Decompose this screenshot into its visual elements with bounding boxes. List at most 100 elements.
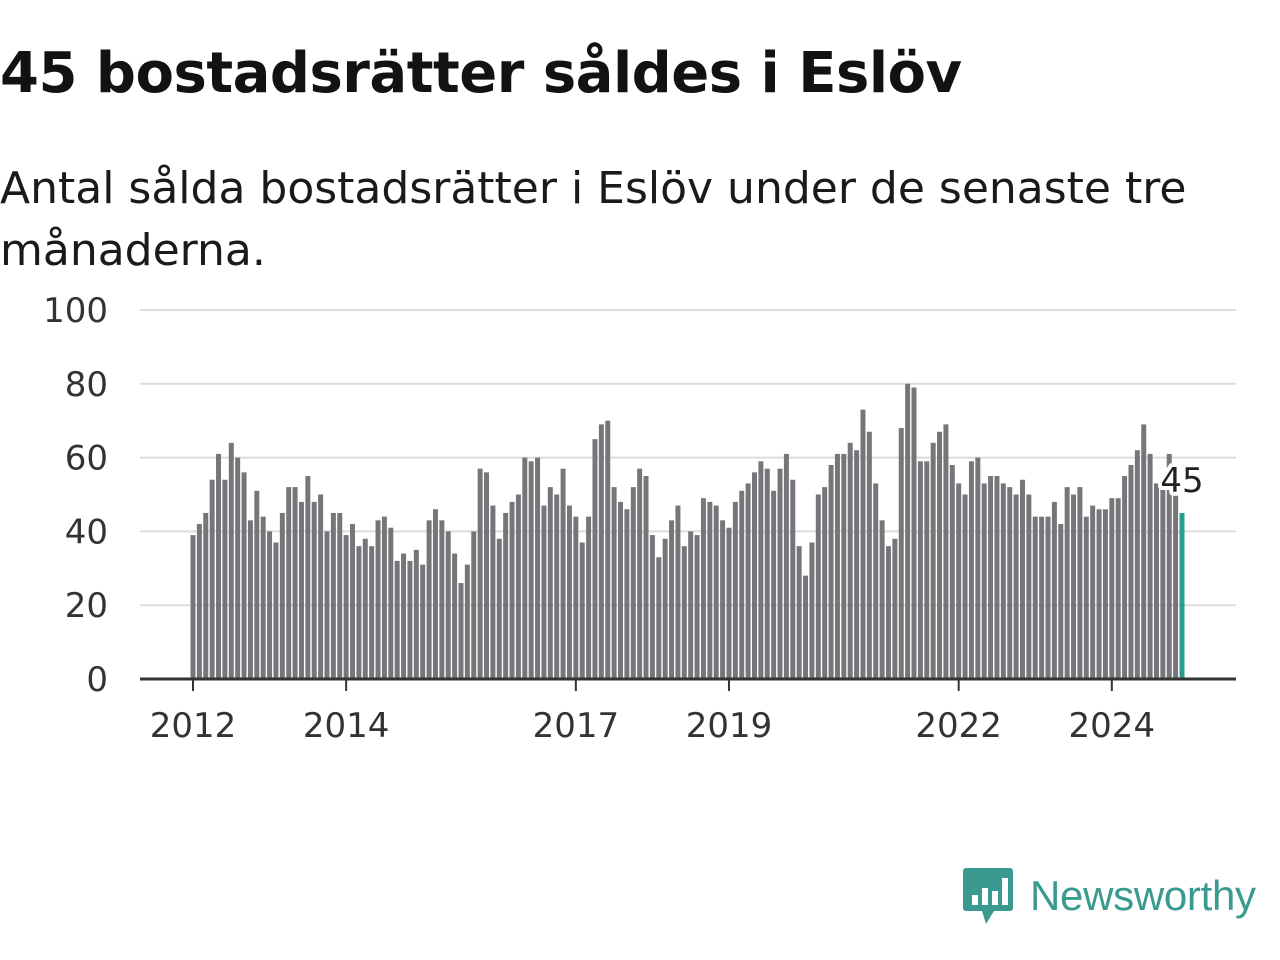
bar-highlight <box>1179 512 1185 679</box>
data-labels: 45 <box>1156 457 1207 505</box>
x-tick-label: 2014 <box>303 706 390 746</box>
bars <box>190 383 1185 679</box>
bar <box>1045 516 1051 679</box>
bar <box>343 535 349 679</box>
bar <box>841 453 847 679</box>
bar <box>286 487 292 679</box>
bar <box>298 501 304 679</box>
bar <box>726 527 732 679</box>
x-axis-tick-labels: 2012 2014 2017 2019 2022 2024 <box>150 679 1155 746</box>
bar <box>311 501 317 679</box>
bar <box>388 527 394 679</box>
bar <box>1071 494 1077 679</box>
bar <box>1000 483 1006 679</box>
bar <box>994 476 1000 679</box>
bar <box>777 468 783 679</box>
bar <box>337 512 343 679</box>
bar <box>413 549 419 679</box>
bar <box>834 453 840 679</box>
bar <box>235 457 241 679</box>
bar <box>790 479 796 679</box>
bar <box>1109 498 1115 679</box>
bar <box>1102 509 1108 679</box>
bar <box>803 575 809 679</box>
bar <box>905 383 911 679</box>
bar <box>1026 494 1032 679</box>
bar <box>190 535 196 679</box>
bar <box>579 542 585 679</box>
bar <box>458 583 464 679</box>
bar <box>1051 501 1057 679</box>
bar <box>541 505 547 679</box>
bar <box>241 472 247 679</box>
bar <box>273 542 279 679</box>
bar <box>860 409 866 679</box>
bar <box>783 453 789 679</box>
bar <box>796 546 802 679</box>
bar <box>522 457 528 679</box>
bar <box>681 546 687 679</box>
y-tick-label: 20 <box>65 586 108 626</box>
bar <box>535 457 541 679</box>
bar <box>1020 479 1025 679</box>
bar <box>477 468 483 679</box>
bar <box>828 464 834 679</box>
y-tick-label: 0 <box>86 660 108 700</box>
bar <box>758 461 764 679</box>
bar <box>611 487 617 679</box>
bar <box>656 557 662 679</box>
bar <box>1160 483 1166 679</box>
bar <box>879 520 885 679</box>
bar <box>707 501 713 679</box>
bar <box>943 424 949 679</box>
bar <box>1166 453 1172 679</box>
bar <box>509 501 515 679</box>
x-tick-label: 2024 <box>1069 706 1156 746</box>
y-tick-label: 80 <box>65 365 108 405</box>
bar <box>643 476 649 679</box>
bar <box>981 483 987 679</box>
bar <box>247 520 253 679</box>
x-tick-label: 2012 <box>150 706 237 746</box>
bar <box>892 538 898 679</box>
bar <box>356 546 362 679</box>
bar <box>318 494 324 679</box>
bar <box>1134 450 1140 679</box>
bar <box>452 553 458 679</box>
bar <box>630 487 636 679</box>
bar <box>866 431 872 679</box>
data-label-latest: 45 <box>1160 461 1203 501</box>
bar <box>1039 516 1045 679</box>
bar <box>228 442 234 679</box>
bar <box>267 531 273 679</box>
bar <box>573 516 579 679</box>
bar <box>598 424 604 679</box>
bar <box>515 494 521 679</box>
bar <box>975 457 981 679</box>
bar <box>937 431 943 679</box>
y-tick-label: 100 <box>43 291 108 331</box>
bar <box>700 498 706 679</box>
bar <box>401 553 407 679</box>
bar <box>815 494 821 679</box>
bar <box>369 546 375 679</box>
bar <box>586 516 592 679</box>
bar <box>592 439 598 679</box>
bar <box>764 468 770 679</box>
bar <box>771 490 777 679</box>
bar <box>547 487 553 679</box>
bar <box>324 531 330 679</box>
bar <box>988 476 994 679</box>
bar <box>752 472 757 679</box>
bar <box>962 494 968 679</box>
y-tick-label: 40 <box>65 512 108 552</box>
bar <box>732 501 738 679</box>
bar <box>649 535 655 679</box>
y-axis-tick-labels: 0 20 40 60 80 100 <box>43 291 108 700</box>
bar <box>898 428 904 679</box>
bar <box>911 387 917 679</box>
y-tick-label: 60 <box>65 439 108 479</box>
chart-title: 45 bostadsrätter såldes i Eslöv <box>0 41 962 106</box>
bar <box>968 461 974 679</box>
